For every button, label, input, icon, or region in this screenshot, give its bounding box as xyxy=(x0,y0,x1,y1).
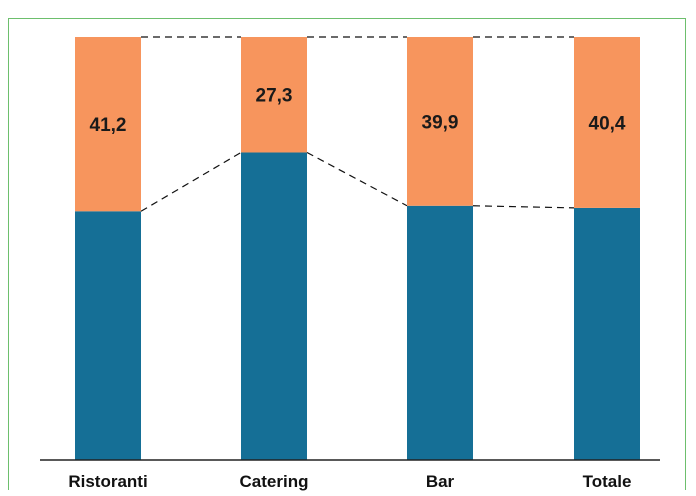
chart-frame xyxy=(8,18,686,490)
connector-mid-2 xyxy=(472,205,575,209)
category-label-ristoranti: Ristoranti xyxy=(68,472,147,491)
data-label-totale: 40,4 xyxy=(589,113,626,134)
category-labels: Ristoranti Catering Bar Totale xyxy=(68,472,631,491)
bar-segment-bottom-catering xyxy=(241,152,307,460)
bar-segment-top-ristoranti xyxy=(75,37,141,212)
connector-lines xyxy=(140,36,575,212)
category-label-totale: Totale xyxy=(583,472,632,491)
category-label-bar: Bar xyxy=(426,472,455,491)
data-labels: 41,2 27,3 39,9 40,4 xyxy=(90,86,626,136)
connector-mid-1 xyxy=(306,151,408,207)
data-label-ristoranti: 41,2 xyxy=(90,115,127,136)
bar-segment-bottom-ristoranti xyxy=(75,211,141,460)
bar-segment-top-totale xyxy=(574,37,640,208)
bar-segment-bottom-totale xyxy=(574,207,640,460)
bar-segment-top-catering xyxy=(241,37,307,153)
category-label-catering: Catering xyxy=(240,472,309,491)
connector-mid-0 xyxy=(140,151,242,212)
bar-segment-top-bar xyxy=(407,37,473,206)
data-label-catering: 27,3 xyxy=(256,86,293,107)
data-label-bar: 39,9 xyxy=(422,112,459,133)
bars xyxy=(75,37,640,460)
bar-segment-bottom-bar xyxy=(407,205,473,460)
